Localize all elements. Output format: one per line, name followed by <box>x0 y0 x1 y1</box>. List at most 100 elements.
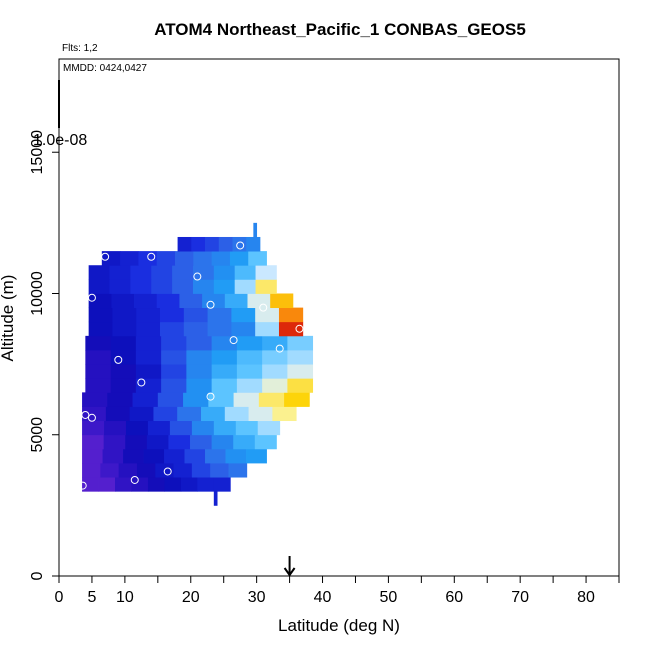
heatmap-cell <box>262 335 288 351</box>
heatmap-cell <box>88 321 113 337</box>
heatmap-cell <box>118 462 138 478</box>
heatmap-cell <box>112 321 137 337</box>
heatmap-cell <box>183 307 208 323</box>
heatmap-cell <box>234 279 256 294</box>
heatmap-cell <box>205 448 226 464</box>
heatmap-cell <box>193 251 213 266</box>
heatmap-cell <box>101 251 121 266</box>
heatmap-cell <box>211 251 231 266</box>
y-axis-label: Altitude (m) <box>0 275 17 362</box>
heatmap-cell <box>85 378 111 393</box>
heatmap-cell <box>109 265 131 280</box>
heatmap-cell <box>151 279 173 294</box>
heatmap-cell <box>156 293 180 309</box>
heatmap-cell <box>129 406 154 422</box>
plot-frame <box>58 58 620 577</box>
heatmap-cell <box>186 335 213 351</box>
heatmap-cell <box>109 279 131 294</box>
sample-point <box>206 392 215 401</box>
heatmap-cell <box>184 448 206 464</box>
y-tick-label: 10000 <box>29 271 46 316</box>
y-tick-label: 0 <box>29 571 46 580</box>
heatmap-cell <box>105 406 131 422</box>
heatmap-cell <box>254 434 277 450</box>
x-tick-label: 30 <box>248 589 266 606</box>
heatmap-cell <box>85 364 111 379</box>
heatmap-cell <box>229 251 249 266</box>
heatmap-cell <box>186 378 213 393</box>
heatmap-cell <box>110 378 137 393</box>
heatmap-cell <box>160 307 185 323</box>
sample-point <box>295 324 304 333</box>
heatmap-cell <box>255 321 280 337</box>
heatmap-cell <box>210 462 229 478</box>
heatmap-cell <box>157 392 184 407</box>
heatmap-cell <box>192 265 215 280</box>
sample-point <box>114 355 123 364</box>
heatmap-cell <box>123 448 144 464</box>
heatmap-cell <box>278 321 304 337</box>
heatmap-cell <box>236 335 263 351</box>
heatmap-cell <box>191 462 211 478</box>
heatmap-cell <box>207 321 232 337</box>
heatmap-cell <box>120 251 139 266</box>
heatmap-cell <box>258 392 285 407</box>
heatmap-cell <box>211 378 238 393</box>
heatmap-cell <box>110 349 137 365</box>
heatmap-cell <box>177 236 192 252</box>
heatmap-cell <box>136 307 161 323</box>
heatmap-cell <box>82 434 105 450</box>
heatmap-cell <box>213 265 236 280</box>
heatmap-cell <box>278 307 304 323</box>
heatmap-cell <box>213 420 237 436</box>
heatmap-cell <box>161 364 187 379</box>
heatmap-cell <box>147 420 171 436</box>
heatmap-cell <box>102 448 124 464</box>
heatmap-cell <box>147 477 165 492</box>
heatmap-cell <box>180 477 198 492</box>
heatmap-cell <box>284 392 310 407</box>
heatmap-cell <box>224 406 249 422</box>
colorbar-label: 1.0e-08 <box>33 132 87 149</box>
x-tick-label: 20 <box>182 589 200 606</box>
heatmap-cell <box>175 251 194 266</box>
x-tick-label: 60 <box>445 589 463 606</box>
heatmap-cell <box>161 335 187 351</box>
heatmap-cell <box>202 293 226 309</box>
heatmap-cell <box>151 265 173 280</box>
heatmap-cell <box>85 335 111 351</box>
x-tick-label: 5 <box>87 589 96 606</box>
heatmap-cell <box>213 491 218 506</box>
heatmap-cell <box>161 349 187 365</box>
heatmap-cell <box>246 236 261 252</box>
sample-point <box>163 467 172 476</box>
heatmap-cell <box>207 307 232 323</box>
heatmap-cell <box>172 279 194 294</box>
heatmap-cell <box>186 364 213 379</box>
sample-point <box>259 303 268 312</box>
heatmap-cell <box>234 265 256 280</box>
sample-point <box>206 300 215 309</box>
heatmap-cell <box>191 420 215 436</box>
heatmap-cell <box>143 448 165 464</box>
heatmap-cell <box>179 293 203 309</box>
sample-point <box>147 252 156 261</box>
heatmap-cell <box>146 434 169 450</box>
heatmap-cell <box>262 349 288 365</box>
heatmap-cell <box>228 462 248 478</box>
sample-point <box>308 405 317 414</box>
heatmap-cell <box>247 293 271 309</box>
heatmap-cell <box>255 307 280 323</box>
sample-point <box>130 475 139 484</box>
heatmap-cell <box>218 236 233 252</box>
sample-point <box>229 336 238 345</box>
heatmap-cell <box>161 378 187 393</box>
heatmap-cell <box>110 364 137 379</box>
heatmap-cell <box>103 434 126 450</box>
heatmap-cell <box>211 335 238 351</box>
heatmap-cell <box>211 434 234 450</box>
heatmap-cell <box>231 321 256 337</box>
heatmap-cell <box>255 265 277 280</box>
x-tick-label: 50 <box>380 589 398 606</box>
heatmap-cell <box>287 364 314 379</box>
